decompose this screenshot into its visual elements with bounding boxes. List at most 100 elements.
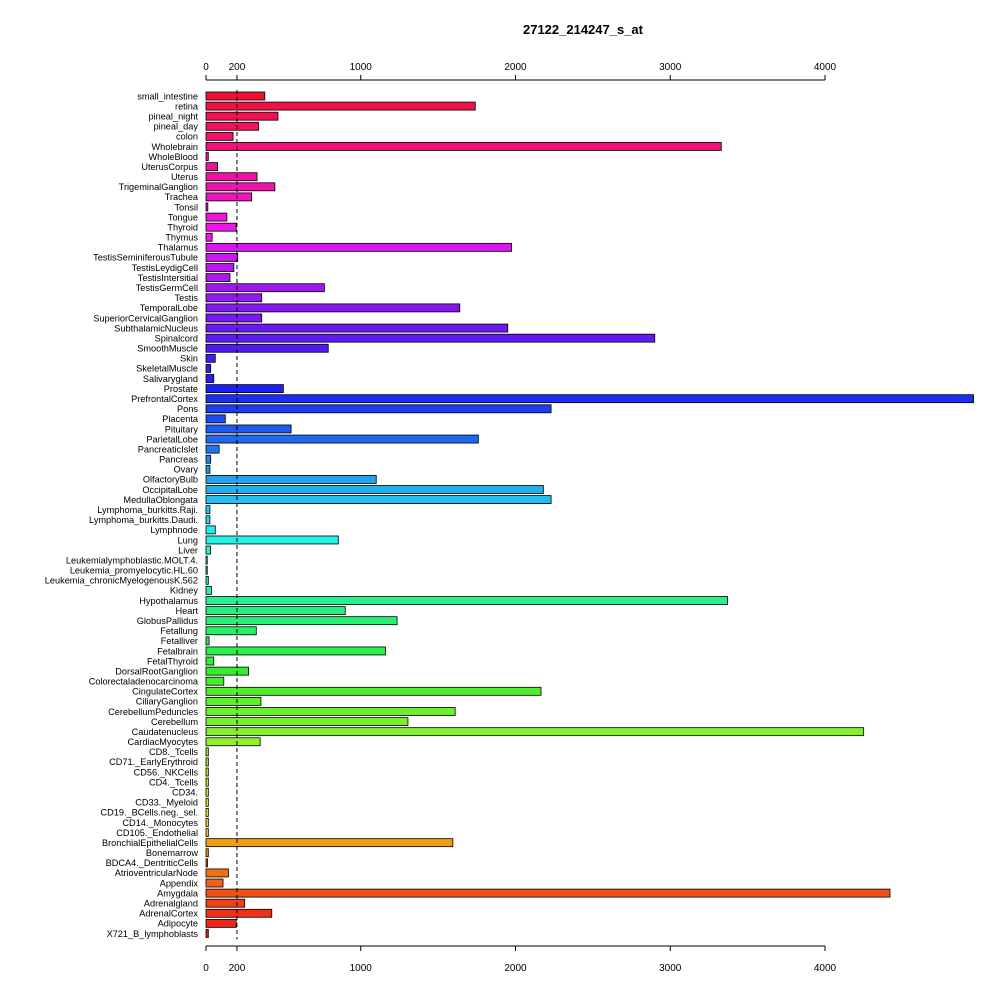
category-label: TestisLeydigCell	[132, 263, 198, 273]
category-label: retina	[175, 101, 199, 111]
category-label: CD34.	[172, 788, 198, 798]
bar	[205, 313, 263, 323]
category-label: Skin	[180, 354, 198, 364]
bar	[205, 888, 891, 898]
category-label: CardiacMyocytes	[128, 737, 199, 747]
category-label: Thyroid	[167, 222, 198, 232]
bottom-axis-tick-label: 0	[203, 963, 209, 974]
category-label: FetalThyroid	[147, 656, 198, 666]
bar	[205, 242, 513, 252]
bar	[205, 91, 266, 101]
category-label: SuperiorCervicalGanglion	[93, 313, 198, 323]
bar	[205, 868, 229, 878]
bar	[205, 121, 260, 131]
top-axis-tick-label: 3000	[659, 62, 682, 73]
bar	[205, 343, 329, 353]
top-x-axis: 0 200 1000 2000 3000 4000	[203, 62, 837, 81]
category-label: Bonemarrow	[146, 848, 198, 858]
category-label: CD56._NKCells	[134, 767, 199, 777]
bottom-x-axis: 0 200 1000 2000 3000 4000	[203, 945, 837, 974]
bar	[205, 353, 216, 363]
category-label: Cerebellum	[151, 717, 198, 727]
bar	[205, 142, 722, 151]
bar	[205, 454, 212, 464]
top-axis-tick-label: 1000	[350, 62, 373, 73]
category-label: AtrioventricularNode	[115, 868, 198, 878]
category-label: Lymphnode	[150, 525, 198, 535]
category-label: TestisGermCell	[136, 283, 198, 293]
category-label: Trachea	[165, 192, 199, 202]
bar	[205, 929, 209, 938]
category-label: Fetalliver	[161, 636, 198, 646]
bar	[205, 545, 212, 555]
category-label: SmoothMuscle	[137, 344, 198, 354]
bar	[205, 424, 292, 434]
bar	[205, 303, 461, 313]
category-label: UterusCorpus	[141, 162, 198, 172]
bar	[205, 787, 209, 797]
category-label: ParietalLobe	[146, 434, 198, 444]
category-label: Pons	[177, 404, 198, 414]
bar	[205, 464, 211, 474]
category-label: Adipocyte	[158, 919, 198, 929]
category-label: Fetallung	[160, 626, 198, 636]
bar	[205, 364, 212, 373]
category-label: Colorectaladenocarcinoma	[89, 677, 199, 687]
bar	[205, 707, 456, 716]
bar	[205, 606, 346, 615]
bar	[205, 717, 409, 726]
category-label: Salivarygland	[143, 374, 198, 384]
category-label: AdrenalCortex	[139, 909, 198, 919]
category-label: pineal_day	[154, 122, 199, 132]
bar	[205, 757, 209, 767]
bar	[205, 253, 239, 262]
category-label: TestisSeminiferousTubule	[93, 253, 198, 263]
category-label: Appendix	[160, 878, 199, 888]
bar	[205, 666, 249, 676]
category-label: BronchialEpithelialCells	[102, 838, 198, 848]
category-label: Placenta	[162, 414, 199, 424]
bar	[205, 212, 228, 222]
bar	[205, 273, 231, 283]
category-label: DorsalRootGanglion	[115, 666, 198, 676]
bar	[205, 878, 224, 888]
bar	[205, 495, 552, 505]
category-label: OlfactoryBulb	[143, 475, 198, 485]
bar	[205, 535, 339, 545]
category-label: BDCA4._DentriticCells	[106, 858, 199, 868]
top-axis-tick-label: 0	[203, 62, 209, 73]
bar	[205, 152, 209, 161]
bar	[205, 434, 479, 444]
category-label: Lymphoma_burkitts.Daudi.	[89, 515, 198, 525]
category-label: Tongue	[168, 212, 198, 222]
bar	[205, 444, 220, 454]
bar	[205, 525, 216, 535]
bar	[205, 111, 279, 121]
category-label: Fetalbrain	[157, 646, 198, 656]
category-label: CD71._EarlyErythroid	[109, 757, 198, 767]
bar	[205, 858, 208, 868]
category-label: Wholebrain	[152, 142, 198, 152]
category-label: Ovary	[173, 465, 198, 475]
category-label: Lung	[178, 535, 198, 545]
category-label: CD14._Monocytes	[122, 818, 198, 828]
category-label: Tonsil	[175, 202, 199, 212]
category-label: X721_B_lymphoblasts	[107, 929, 199, 939]
bar	[205, 333, 656, 343]
bar	[205, 222, 237, 232]
bar	[205, 646, 386, 656]
bar	[205, 404, 552, 414]
category-label: CD105._Endothelial	[116, 828, 198, 838]
category-label: WholeBlood	[148, 152, 198, 162]
category-label: TemporalLobe	[140, 303, 198, 313]
category-label: TestisIntersitial	[138, 273, 198, 283]
bar	[205, 848, 209, 858]
category-label: MedullaOblongata	[123, 495, 198, 505]
category-label: SkeletalMuscle	[136, 364, 198, 374]
bar	[205, 575, 209, 585]
bottom-axis-tick-label: 200	[229, 963, 246, 974]
bar	[205, 565, 208, 575]
bar	[205, 616, 398, 626]
